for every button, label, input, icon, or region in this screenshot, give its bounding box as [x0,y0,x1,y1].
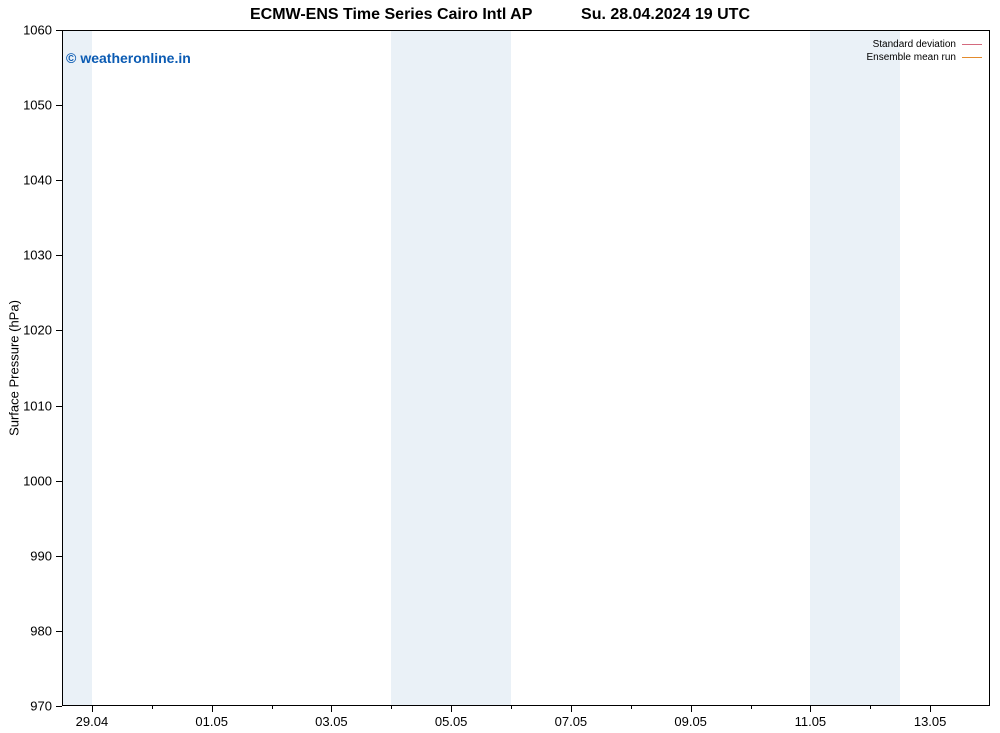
pressure-chart: ECMW-ENS Time Series Cairo Intl AP Su. 2… [0,0,1000,733]
x-tick-label: 01.05 [195,706,228,729]
x-tick-label: 13.05 [914,706,947,729]
watermark-text: weatheronline.in [80,50,190,66]
x-tick-label: 07.05 [555,706,588,729]
y-axis-label: Surface Pressure (hPa) [7,300,22,436]
title-right: Su. 28.04.2024 19 UTC [581,6,750,23]
y-tick-label: 1060 [23,23,62,38]
y-tick-label: 1040 [23,173,62,188]
legend-swatch [962,57,982,58]
y-tick-label: 990 [30,548,62,563]
watermark: © weatheronline.in [66,50,191,66]
chart-title: ECMW-ENS Time Series Cairo Intl AP Su. 2… [0,6,1000,24]
copyright-symbol: © [66,50,76,66]
legend-item: Ensemble mean run [867,51,983,64]
x-tick-label: 09.05 [674,706,707,729]
x-tick-label: 11.05 [795,706,827,729]
y-tick-label: 980 [30,623,62,638]
x-tick-label: 29.04 [76,706,109,729]
legend-swatch [962,44,982,45]
title-left: ECMW-ENS Time Series Cairo Intl AP [250,6,532,23]
y-tick-label: 1010 [23,398,62,413]
x-tick-label: 05.05 [435,706,468,729]
y-tick-label: 1030 [23,248,62,263]
x-tick-label: 03.05 [315,706,348,729]
legend: Standard deviation Ensemble mean run [867,38,983,64]
plot-border [62,30,990,706]
plot-area: 9709809901000101010201030104010501060 29… [62,30,990,706]
legend-label: Ensemble mean run [867,52,957,63]
y-tick-label: 1020 [23,323,62,338]
y-tick-label: 970 [30,699,62,714]
y-tick-label: 1000 [23,473,62,488]
legend-item: Standard deviation [867,38,983,51]
y-tick-label: 1050 [23,98,62,113]
legend-label: Standard deviation [873,39,956,50]
